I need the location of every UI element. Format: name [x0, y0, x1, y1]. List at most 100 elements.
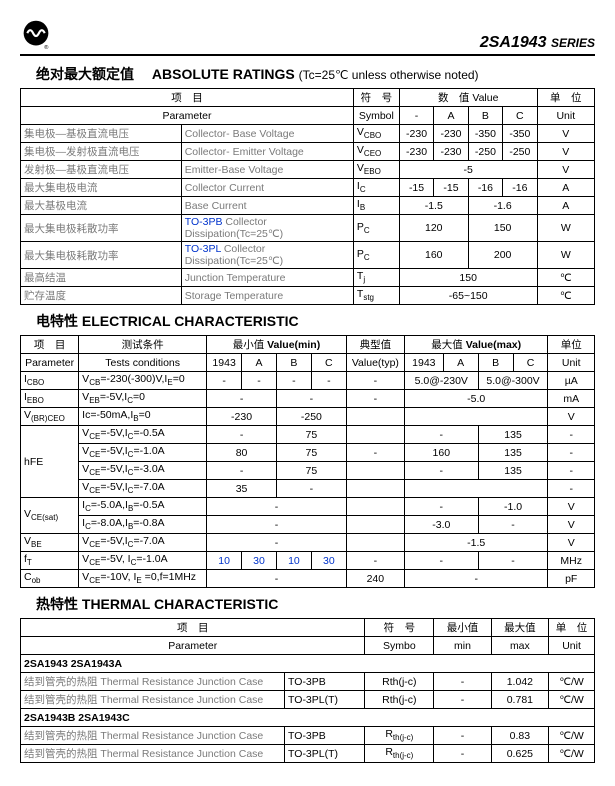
unit-cell: V	[548, 498, 595, 516]
min-header: 最小值 Value(min)	[207, 336, 347, 354]
pkg-cell: TO-3PB	[285, 727, 365, 745]
param-cn: 项 目	[21, 336, 79, 354]
sym-header-en: Symbol	[353, 107, 399, 125]
typ-cell: -	[346, 390, 404, 408]
param-cell: VBE	[21, 534, 79, 552]
cond-cell: VEB=-5V,IC=0	[79, 390, 207, 408]
min-cell: -	[207, 534, 347, 552]
table-row: IC=-8.0A,IB=-0.8A - -3.0- V	[21, 516, 595, 534]
max-cell: -	[478, 516, 548, 534]
param-cn: 最高结温	[21, 269, 182, 287]
unit-en: Unit	[548, 354, 595, 372]
max-cell: -5.0	[404, 390, 548, 408]
table-row: IEBO VEB=-5V,IC=0 -- - -5.0 mA	[21, 390, 595, 408]
param-cell: fT	[21, 552, 79, 570]
param-en: Junction Temperature	[181, 269, 353, 287]
absolute-ratings-table: 项 目 符 号 数 值 Value 单 位 Parameter Symbol -…	[20, 88, 595, 305]
max-cell: 0.781	[491, 691, 548, 709]
table-row: 集电极—发射极直流电压 Collector- Emitter Voltage V…	[21, 143, 595, 161]
min-a: A	[242, 354, 277, 372]
max-cell: -	[404, 570, 548, 588]
typ-cell	[346, 534, 404, 552]
table-row: Cob VCE=-10V, IE =0,f=1MHz - 240 - pF	[21, 570, 595, 588]
typ-cell	[346, 426, 404, 444]
typ-cell: -	[346, 444, 404, 462]
min-cell: -	[434, 691, 491, 709]
param-cn: 最大集电极耗散功率	[21, 215, 182, 242]
param-header-en: Parameter	[21, 107, 354, 125]
param-cell: ICBO	[21, 372, 79, 390]
table-row: 最大集电极电流 Collector Current IC -15-15-16-1…	[21, 179, 595, 197]
min-b: B	[276, 354, 311, 372]
min-cell: -	[276, 372, 311, 390]
unit-cell: V	[537, 161, 594, 179]
table-header-row-1: 项 目 测试条件 最小值 Value(min) 典型值 最大值 Value(ma…	[21, 336, 595, 354]
max-b: B	[478, 354, 513, 372]
table-row: VCE=-5V,IC=-3.0A -75 -135 -	[21, 462, 595, 480]
min-cell: 80	[207, 444, 277, 462]
unit-header-en: Unit	[537, 107, 594, 125]
unit-cell: -	[548, 480, 595, 498]
max-cn: 最大值	[491, 619, 548, 637]
col-a: A	[434, 107, 468, 125]
value-cell: -230	[434, 125, 468, 143]
table-header-row-1: 项 目 符 号 最小值 最大值 单 位	[21, 619, 595, 637]
abs-note: (Tc=25℃ unless otherwise noted)	[299, 68, 479, 82]
value-cell: -15	[434, 179, 468, 197]
unit-cell: -	[548, 444, 595, 462]
param-cell: hFE	[21, 426, 79, 498]
param-en: Parameter	[21, 637, 365, 655]
min-en: min	[434, 637, 491, 655]
typ-en: Value(typ)	[346, 354, 404, 372]
value-cell: -250	[503, 143, 537, 161]
param-cell: 结到管壳的热阻 Thermal Resistance Junction Case	[21, 673, 285, 691]
elec-title-en: ELECTRICAL CHARACTERISTIC	[82, 313, 299, 329]
symbol-cell: VCEO	[353, 143, 399, 161]
param-cn: 最大集电极耗散功率	[21, 242, 182, 269]
min-cell: -230	[207, 408, 277, 426]
min-cell: -	[207, 462, 277, 480]
max-cell: 0.625	[491, 745, 548, 763]
typ-cell: 240	[346, 570, 404, 588]
typ-cell	[346, 498, 404, 516]
min-cell: -	[242, 372, 277, 390]
param-cell: 结到管壳的热阻 Thermal Resistance Junction Case	[21, 691, 285, 709]
col-c: C	[503, 107, 537, 125]
abs-title-en: ABSOLUTE RATINGS	[152, 66, 295, 82]
sym-cell: Rth(j-c)	[365, 673, 434, 691]
absolute-ratings-title: 绝对最大额定值 ABSOLUTE RATINGS (Tc=25℃ unless …	[36, 64, 595, 84]
sym-cell: Rth(j-c)	[365, 691, 434, 709]
min-cell: -	[434, 727, 491, 745]
table-row: VCE(sat) IC=-5.0A,IB=-0.5A - --1.0 V	[21, 498, 595, 516]
unit-cell: ℃/W	[549, 727, 595, 745]
table-header-row-1: 项 目 符 号 数 值 Value 单 位	[21, 89, 595, 107]
unit-en: Unit	[549, 637, 595, 655]
param-cn: 最大集电极电流	[21, 179, 182, 197]
unit-cell: -	[548, 426, 595, 444]
cond-cell: VCE=-5V,IC=-1.0A	[79, 444, 207, 462]
electrical-table: 项 目 测试条件 最小值 Value(min) 典型值 最大值 Value(ma…	[20, 335, 595, 588]
max-cell: -	[478, 552, 548, 570]
thermal-group-2: 2SA1943B 2SA1943C	[21, 709, 595, 727]
param-cn: 项 目	[21, 619, 365, 637]
max-header: 最大值 Value(max)	[404, 336, 548, 354]
thermal-title: 热特性 THERMAL CHARACTERISTIC	[36, 594, 595, 614]
value-cell: -5	[399, 161, 537, 179]
symbol-cell: IB	[353, 197, 399, 215]
svg-text:®: ®	[44, 44, 49, 51]
col-dash: -	[399, 107, 433, 125]
min-cell: 10	[207, 552, 242, 570]
param-cell: IEBO	[21, 390, 79, 408]
max-cell	[404, 480, 548, 498]
param-en: Collector- Base Voltage	[181, 125, 353, 143]
min-cell: -	[276, 390, 346, 408]
min-cell: -	[434, 745, 491, 763]
table-row: VBE VCE=-5V,IC=-7.0A - -1.5 V	[21, 534, 595, 552]
cond-cell: IC=-5.0A,IB=-0.5A	[79, 498, 207, 516]
table-row: V(BR)CEO Ic=-50mA,IB=0 -230-250 V	[21, 408, 595, 426]
unit-cell: V	[548, 534, 595, 552]
unit-cell: ℃	[537, 269, 594, 287]
therm-title-cn: 热特性	[36, 596, 78, 612]
symbol-cell: PC	[353, 242, 399, 269]
value-cell: -350	[468, 125, 502, 143]
